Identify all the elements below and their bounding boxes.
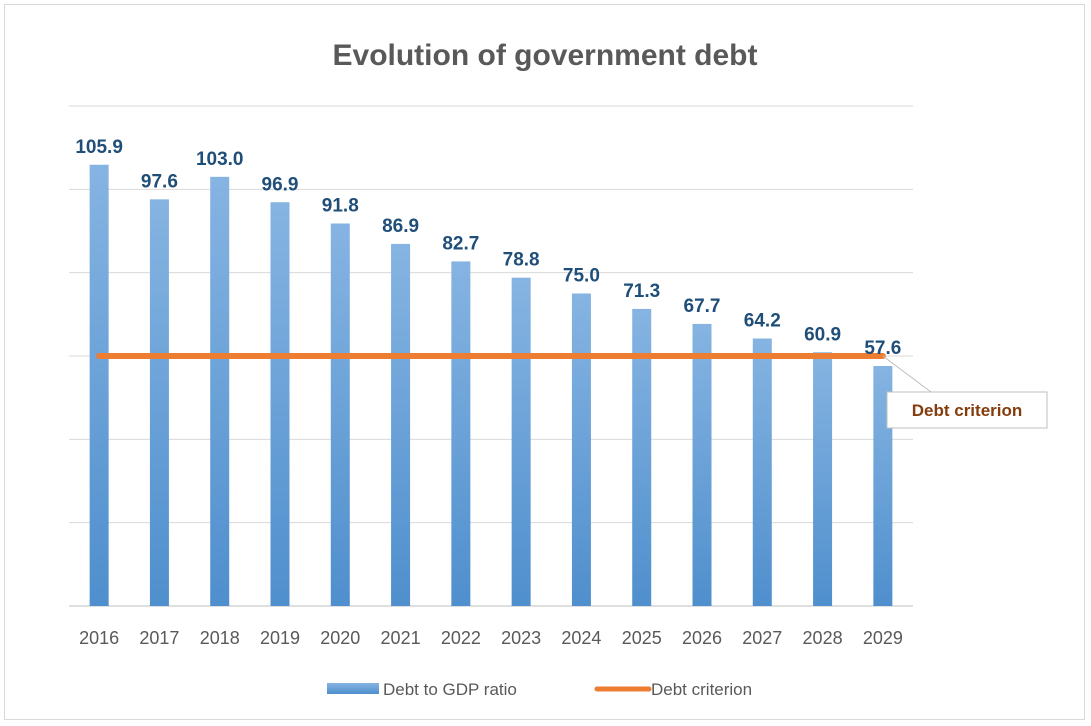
x-tick-label: 2027	[742, 628, 782, 648]
x-tick-label: 2024	[561, 628, 601, 648]
bar	[752, 338, 772, 606]
data-label: 60.9	[804, 324, 841, 345]
chart-title: Evolution of government debt	[333, 39, 758, 72]
data-label: 86.9	[382, 216, 419, 237]
data-label: 103.0	[196, 149, 244, 170]
bar-series	[89, 164, 893, 607]
bar	[330, 223, 350, 606]
chart-frame: Evolution of government debt 105.9 97.6 10…	[4, 4, 1085, 720]
callout-leader	[882, 355, 969, 393]
data-label: 57.6	[864, 338, 901, 359]
x-tick-label: 2022	[441, 628, 481, 648]
data-label: 78.8	[503, 250, 540, 271]
bar	[270, 202, 290, 606]
bar	[632, 308, 652, 606]
x-tick-label: 2019	[260, 628, 300, 648]
bar	[511, 277, 531, 606]
legend-bar-label: Debt to GDP ratio	[383, 680, 517, 699]
x-tick-label: 2029	[863, 628, 903, 648]
x-tick-label: 2026	[682, 628, 722, 648]
x-tick-label: 2018	[200, 628, 240, 648]
x-tick-label: 2028	[803, 628, 843, 648]
bar	[210, 176, 230, 607]
data-labels: 105.9 97.6 103.0 96.9 91.8 86.9 82.7 78.8 75.0 71…	[75, 137, 901, 359]
data-label: 67.7	[684, 296, 721, 317]
data-label: 75.0	[563, 266, 600, 287]
data-label: 105.9	[75, 137, 123, 158]
data-label: 91.8	[322, 196, 359, 217]
callout-box	[886, 391, 1048, 429]
data-label: 71.3	[623, 281, 660, 302]
data-label: 64.2	[744, 311, 781, 332]
x-tick-label: 2016	[79, 628, 119, 648]
callout: Debt criterion	[882, 355, 1048, 429]
bar	[149, 199, 169, 607]
data-label: 96.9	[262, 174, 299, 195]
legend-bar-swatch	[327, 683, 379, 694]
legend: Debt to GDP ratio Debt criterion	[327, 680, 752, 699]
x-tick-label: 2023	[501, 628, 541, 648]
chart: Evolution of government debt 105.997.610…	[69, 39, 1048, 699]
callout-label: Debt criterion	[912, 401, 1023, 420]
data-label: 82.7	[442, 233, 479, 254]
x-tick-label: 2025	[622, 628, 662, 648]
legend-line-label: Debt criterion	[651, 680, 752, 699]
bar	[692, 323, 712, 606]
bar	[813, 352, 833, 606]
bar	[451, 261, 471, 606]
data-label: 97.6	[141, 171, 178, 192]
x-axis-ticks: 2016 2017 2018 2019 2020 2021 2022 2023 2024 2025…	[79, 628, 903, 648]
bar	[89, 164, 109, 606]
x-tick-label: 2021	[381, 628, 421, 648]
bar	[391, 243, 411, 606]
bar	[571, 293, 591, 606]
x-tick-label: 2020	[320, 628, 360, 648]
x-tick-label: 2017	[139, 628, 179, 648]
